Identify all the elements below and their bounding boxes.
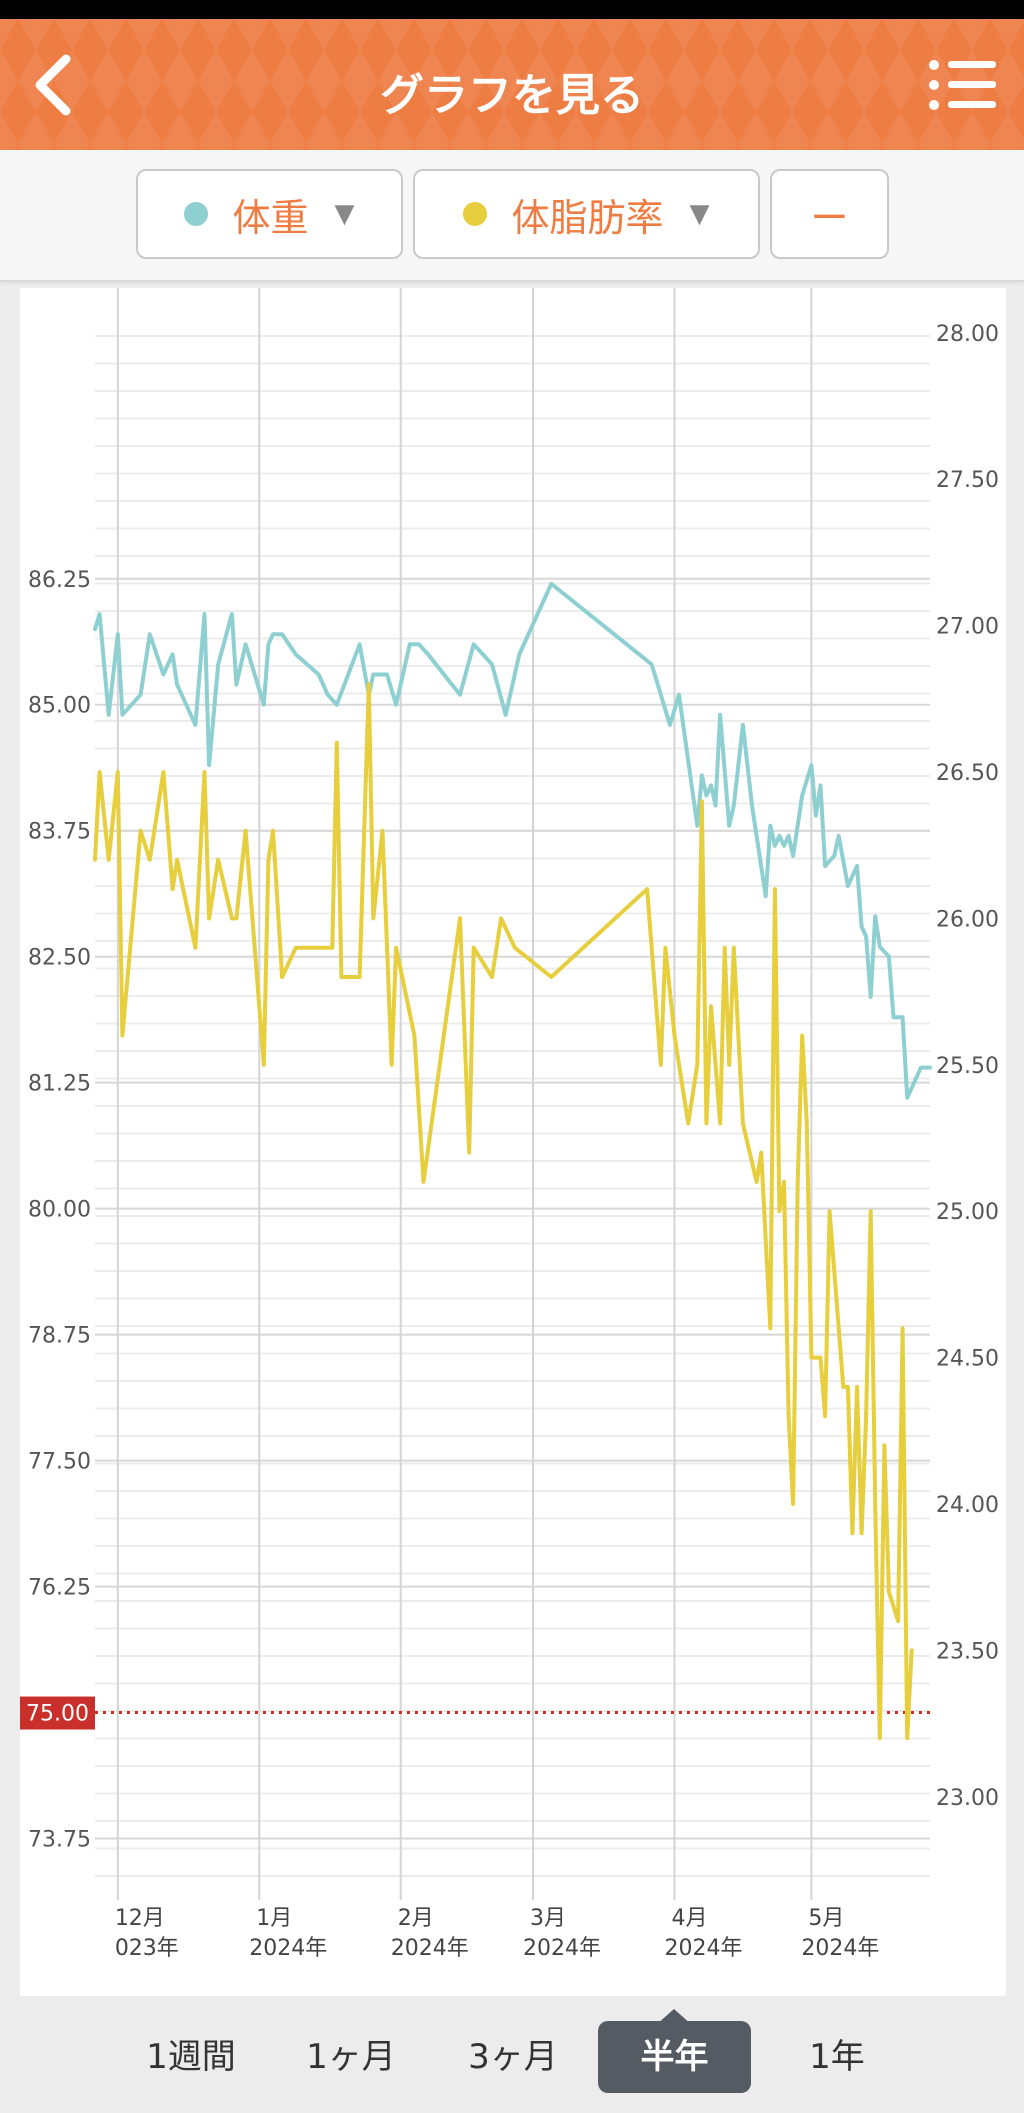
y-axis-right-tick-label: 23.50 (936, 1639, 999, 1664)
body-fat-series-selector[interactable]: 体脂肪率 ▼ (413, 169, 760, 259)
y-axis-right-tick-label: 24.00 (936, 1493, 999, 1518)
x-axis-year-label: 2024年 (664, 1936, 742, 1961)
y-axis-left-tick-label: 77.50 (28, 1450, 91, 1475)
period-tab-bar: 1週間 1ヶ月 3ヶ月 半年 1年 (0, 2009, 1024, 2113)
weight-series-selector[interactable]: 体重 ▼ (136, 169, 403, 259)
weight-color-dot (184, 202, 209, 226)
y-axis-left-tick-label: 82.50 (28, 946, 91, 971)
x-axis-year-label: 2024年 (249, 1936, 327, 1961)
third-series-selector[interactable]: ー (770, 169, 889, 259)
tab-1-year[interactable]: 1年 (809, 2037, 865, 2077)
tab-1-month[interactable]: 1ヶ月 (306, 2037, 396, 2077)
chart-panel: 86.25 85.00 83.75 82.50 81.25 80.00 78.75 77.50… (20, 288, 1006, 1996)
weight-selector-label: 体重 (232, 195, 309, 240)
y-axis-right-tick-label: 26.50 (936, 761, 999, 786)
status-bar (0, 0, 1024, 19)
y-axis-left-tick-label: 80.00 (28, 1198, 91, 1223)
x-axis-year-label: 023年 (115, 1936, 179, 1961)
y-axis-left-tick-label: 86.25 (28, 568, 91, 593)
y-axis-left-tick-label: 78.75 (28, 1324, 91, 1349)
x-axis-year-label: 2024年 (523, 1936, 601, 1961)
app-header: グラフを見る (0, 19, 1024, 150)
y-axis-right-tick-label: 24.50 (936, 1347, 999, 1372)
page-title: グラフを見る (380, 70, 644, 121)
third-selector-label: ー (810, 195, 849, 240)
y-axis-left-tick-label: 83.75 (28, 820, 91, 845)
body-fat-series-line (93, 682, 914, 1741)
tab-3-months[interactable]: 3ヶ月 (468, 2037, 558, 2077)
series-selector-bar: 体重 ▼ 体脂肪率 ▼ ー (0, 150, 1024, 281)
list-menu-icon (929, 60, 996, 110)
y-axis-right-tick-label: 26.00 (936, 907, 999, 932)
x-axis-year-label: 2024年 (391, 1936, 469, 1961)
y-axis-left-tick-label: 81.25 (28, 1072, 91, 1097)
menu-button[interactable] (928, 57, 998, 113)
y-axis-right-tick-label: 23.00 (936, 1786, 999, 1811)
y-axis-right-tick-label: 27.00 (936, 615, 999, 640)
tab-1-week[interactable]: 1週間 (146, 2037, 236, 2077)
goal-label: 75.00 (26, 1702, 89, 1727)
tab-half-year[interactable]: 半年 (598, 2021, 751, 2093)
body-fat-color-dot (463, 202, 488, 226)
x-axis-month-label: 1月 (256, 1906, 292, 1931)
body-fat-selector-label: 体脂肪率 (511, 195, 664, 240)
dropdown-arrow-icon: ▼ (334, 199, 355, 229)
weight-body-fat-chart[interactable]: 86.25 85.00 83.75 82.50 81.25 80.00 78.75 77.50… (20, 288, 1006, 1996)
x-axis-month-label: 12月 (115, 1906, 165, 1931)
x-axis-month-label: 4月 (671, 1906, 707, 1931)
x-axis-year-label: 2024年 (801, 1936, 879, 1961)
y-axis-left-tick-label: 73.75 (28, 1828, 91, 1853)
y-axis-right-tick-label: 28.00 (936, 322, 999, 347)
x-axis-month-label: 3月 (530, 1906, 566, 1931)
dropdown-arrow-icon: ▼ (689, 199, 710, 229)
y-axis-left-tick-label: 85.00 (28, 694, 91, 719)
goal-label-badge (20, 1696, 95, 1730)
y-axis-right-tick-label: 27.50 (936, 468, 999, 493)
y-axis-left-tick-label: 76.25 (28, 1576, 91, 1601)
x-axis-month-label: 5月 (808, 1906, 844, 1931)
y-axis-right-tick-label: 25.00 (936, 1200, 999, 1225)
weight-series-line (93, 581, 932, 1100)
back-button[interactable] (28, 53, 88, 117)
chevron-left-icon (35, 54, 71, 116)
x-axis-month-label: 2月 (398, 1906, 434, 1931)
y-axis-right-tick-label: 25.50 (936, 1054, 999, 1079)
